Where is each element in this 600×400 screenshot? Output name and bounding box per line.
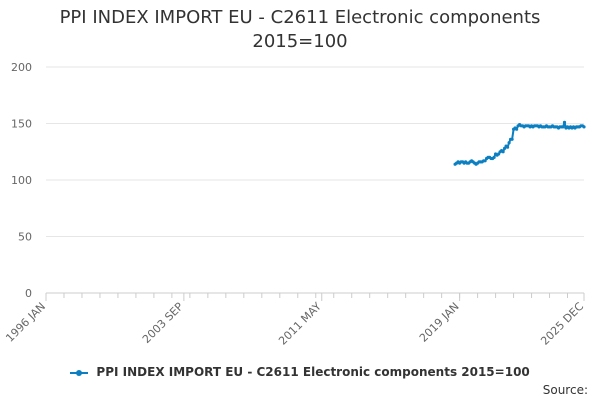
data-point (582, 125, 586, 129)
y-tick-label: 200 (11, 61, 32, 74)
legend-marker-icon (70, 367, 89, 379)
data-point (483, 159, 487, 163)
y-tick-label: 50 (18, 231, 32, 244)
data-point (507, 141, 511, 145)
data-point (492, 155, 496, 159)
chart-subtitle: 2015=100 (252, 31, 348, 52)
chart-title-line: PPI INDEX IMPORT EU - C2611 Electronic c… (59, 7, 541, 28)
data-point (510, 137, 514, 141)
legend-label: PPI INDEX IMPORT EU - C2611 Electronic c… (96, 365, 530, 379)
data-point (561, 125, 565, 129)
chart-title: PPI INDEX IMPORT EU - C2611 Electronic c… (0, 6, 600, 54)
data-point (562, 120, 567, 124)
legend[interactable]: PPI INDEX IMPORT EU - C2611 Electronic c… (0, 365, 600, 379)
x-tick-label: 1996 JAN (3, 300, 48, 345)
source-label: Source: (542, 383, 588, 397)
y-tick-label: 0 (25, 287, 32, 300)
data-point (503, 146, 507, 150)
x-tick-label: 2019 JAN (417, 300, 462, 345)
y-tick-label: 150 (11, 118, 32, 131)
data-point (515, 127, 519, 131)
data-point (506, 145, 510, 149)
x-tick-label: 2003 SEP (140, 300, 186, 346)
y-tick-label: 100 (11, 174, 32, 187)
x-tick-label: 2025 DEC (538, 300, 586, 348)
data-point (501, 150, 505, 154)
x-tick-label: 2011 MAY (276, 300, 324, 348)
